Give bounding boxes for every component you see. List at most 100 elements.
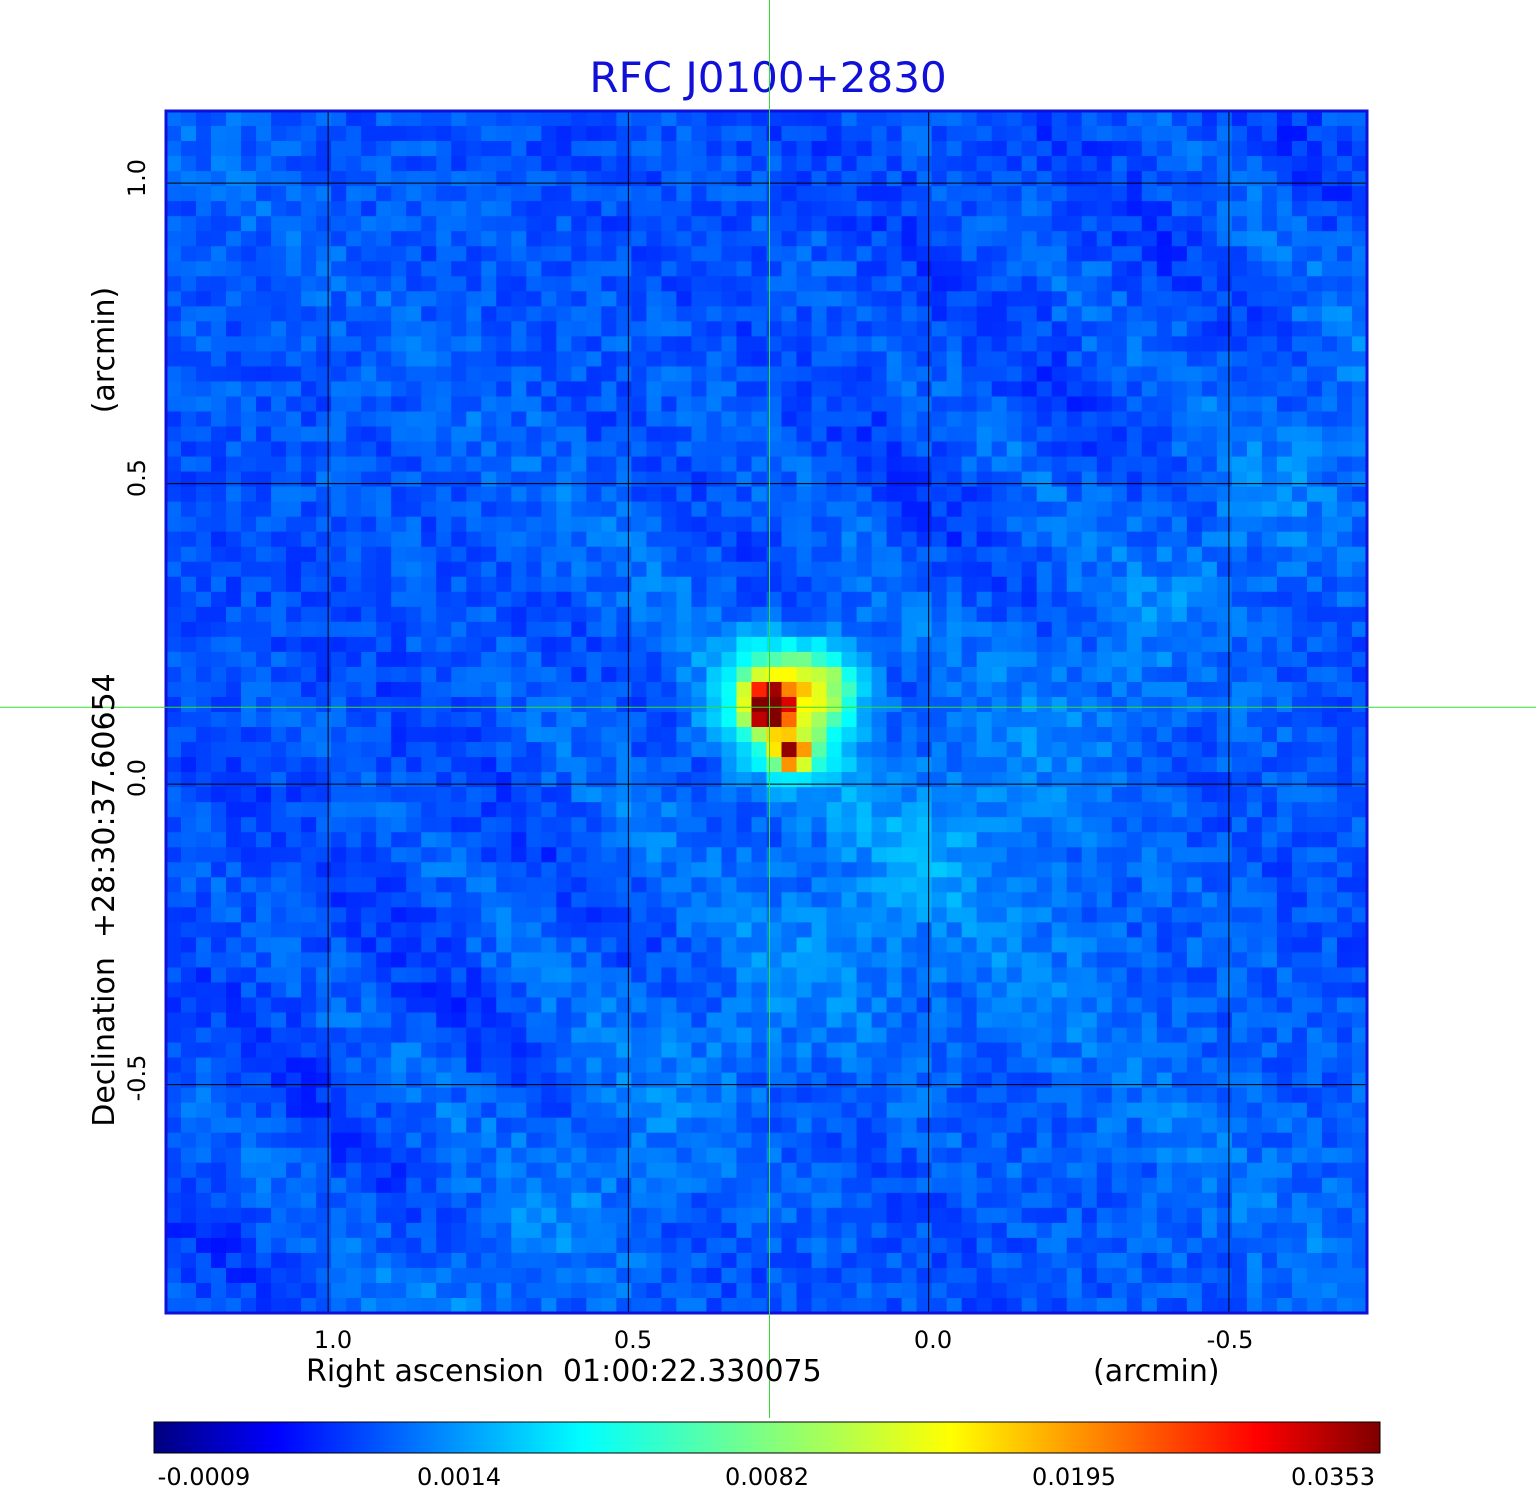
heatmap-cell — [256, 1087, 272, 1104]
heatmap-cell — [766, 892, 783, 908]
heatmap-cell — [196, 471, 212, 488]
heatmap-cell — [496, 336, 512, 353]
heatmap-cell — [856, 636, 873, 653]
heatmap-cell — [241, 141, 257, 157]
heatmap-cell — [316, 862, 332, 878]
heatmap-cell — [421, 862, 437, 878]
heatmap-cell — [256, 231, 272, 247]
heatmap-cell — [181, 937, 197, 954]
heatmap-cell — [166, 246, 182, 262]
heatmap-cell — [391, 321, 407, 337]
heatmap-cell — [676, 1267, 693, 1284]
heatmap-cell — [916, 126, 933, 142]
heatmap-cell — [676, 651, 693, 668]
heatmap-cell — [721, 1222, 738, 1239]
heatmap-cell — [406, 1252, 422, 1269]
heatmap-cell — [556, 877, 572, 893]
heatmap-cell — [376, 937, 392, 954]
heatmap-cell — [1021, 231, 1038, 247]
heatmap-cell — [781, 727, 798, 743]
heatmap-cell — [451, 1012, 467, 1029]
heatmap-cell — [781, 366, 798, 383]
heatmap-cell — [616, 411, 632, 428]
heatmap-cell — [826, 1012, 843, 1029]
heatmap-cell — [1006, 817, 1023, 833]
heatmap-cell — [646, 1072, 663, 1089]
heatmap-cell — [286, 907, 302, 923]
heatmap-cell — [571, 576, 587, 593]
heatmap-cell — [1081, 817, 1098, 833]
heatmap-cell — [931, 1117, 948, 1134]
heatmap-cell — [271, 1012, 287, 1029]
heatmap-cell — [286, 1177, 302, 1194]
heatmap-cell — [226, 276, 242, 292]
heatmap-cell — [841, 1192, 858, 1209]
heatmap-cell — [781, 501, 798, 518]
heatmap-cell — [751, 802, 768, 818]
heatmap-cell — [421, 922, 437, 938]
heatmap-cell — [766, 546, 783, 563]
heatmap-cell — [1006, 501, 1023, 518]
heatmap-cell — [616, 606, 632, 623]
heatmap-cell — [766, 1282, 783, 1299]
heatmap-cell — [1021, 366, 1038, 383]
heatmap-cell — [196, 1267, 212, 1284]
heatmap-cell — [796, 1222, 813, 1239]
heatmap-cell — [811, 1087, 828, 1104]
heatmap-cell — [946, 171, 963, 187]
heatmap-cell — [1036, 742, 1053, 758]
heatmap-cell — [571, 892, 587, 908]
heatmap-cell — [451, 216, 467, 232]
heatmap-cell — [1081, 171, 1098, 187]
heatmap-cell — [511, 246, 527, 262]
heatmap-cell — [976, 501, 993, 518]
heatmap-cell — [496, 636, 512, 653]
heatmap-cell — [391, 937, 407, 954]
heatmap-cell — [256, 501, 272, 518]
heatmap-cell — [631, 366, 647, 383]
heatmap-cell — [646, 1162, 663, 1179]
heatmap-cell — [286, 441, 302, 458]
heatmap-cell — [241, 126, 257, 142]
heatmap-cell — [901, 561, 918, 578]
heatmap-cell — [631, 426, 647, 443]
heatmap-cell — [976, 772, 993, 788]
heatmap-cell — [616, 561, 632, 578]
heatmap-cell — [226, 967, 242, 984]
heatmap-cell — [856, 907, 873, 923]
heatmap-cell — [931, 576, 948, 593]
heatmap-cell — [601, 141, 617, 157]
heatmap-cell — [346, 486, 362, 503]
heatmap-cell — [541, 982, 557, 999]
heatmap-cell — [1006, 1102, 1023, 1119]
heatmap-cell — [631, 396, 647, 413]
heatmap-cell — [766, 621, 783, 638]
heatmap-cell — [436, 141, 452, 157]
heatmap-cell — [436, 201, 452, 217]
heatmap-cell — [796, 1177, 813, 1194]
heatmap-cell — [616, 1087, 632, 1104]
heatmap-cell — [976, 636, 993, 653]
heatmap-cell — [1021, 892, 1038, 908]
heatmap-cell — [421, 1057, 437, 1074]
heatmap-cell — [526, 111, 542, 127]
heatmap-cell — [691, 471, 708, 488]
heatmap-cell — [361, 381, 377, 398]
heatmap-cell — [511, 742, 527, 758]
heatmap-cell — [211, 817, 227, 833]
heatmap-cell — [451, 1132, 467, 1149]
heatmap-cell — [1006, 186, 1023, 202]
heatmap-cell — [841, 141, 858, 157]
heatmap-cell — [871, 757, 888, 773]
heatmap-cell — [496, 591, 512, 608]
heatmap-cell — [811, 847, 828, 863]
heatmap-cell — [841, 772, 858, 788]
heatmap-cell — [331, 1072, 347, 1089]
heatmap-cell — [721, 1072, 738, 1089]
heatmap-cell — [391, 1237, 407, 1254]
heatmap-cell — [631, 591, 647, 608]
heatmap-cell — [946, 531, 963, 548]
heatmap-cell — [466, 1222, 482, 1239]
heatmap-cell — [421, 396, 437, 413]
heatmap-cell — [211, 1222, 227, 1239]
